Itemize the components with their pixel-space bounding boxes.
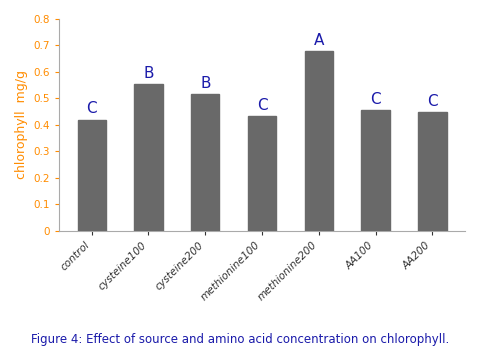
Text: C: C bbox=[370, 92, 381, 107]
Text: C: C bbox=[427, 94, 438, 109]
Bar bbox=[361, 110, 390, 231]
Bar bbox=[78, 120, 106, 231]
Bar bbox=[418, 112, 446, 231]
Text: B: B bbox=[200, 76, 211, 91]
Y-axis label: chlorophyll  mg/g: chlorophyll mg/g bbox=[15, 70, 28, 179]
Bar bbox=[134, 84, 163, 231]
Text: C: C bbox=[257, 98, 267, 113]
Bar bbox=[248, 116, 276, 231]
Bar bbox=[305, 51, 333, 231]
Text: C: C bbox=[86, 102, 97, 116]
Text: B: B bbox=[143, 66, 154, 81]
Text: A: A bbox=[313, 32, 324, 47]
Text: Figure 4: Effect of source and amino acid concentration on chlorophyll.: Figure 4: Effect of source and amino aci… bbox=[31, 333, 449, 346]
Bar bbox=[191, 95, 219, 231]
